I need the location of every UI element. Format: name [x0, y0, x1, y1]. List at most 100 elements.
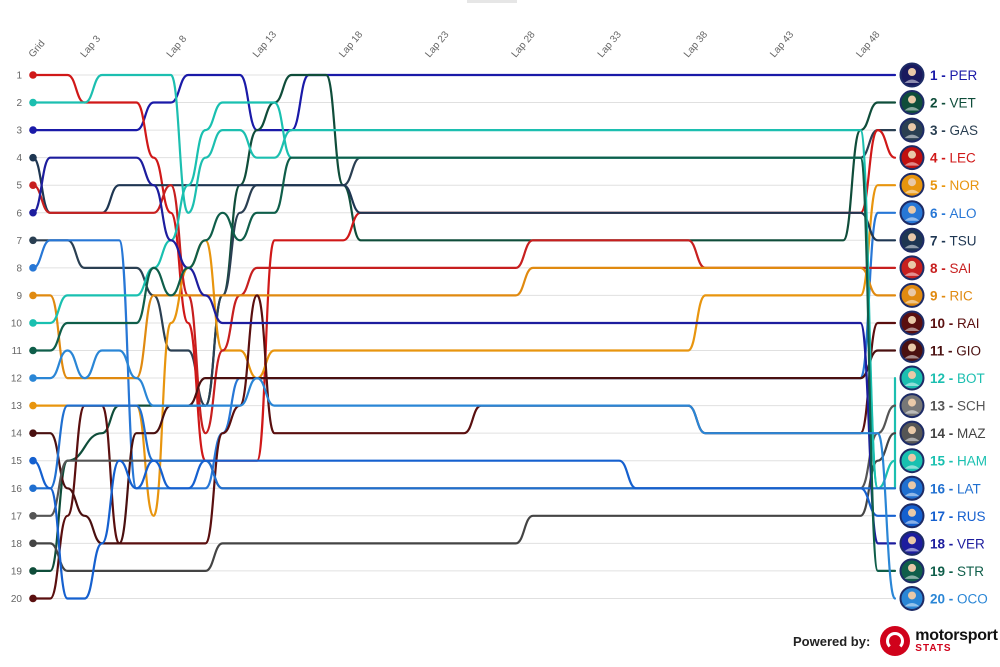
driver-label-maz: 14 - MAZ: [899, 420, 986, 446]
start-dot-bot: [29, 98, 37, 107]
grid-position-label-1: 1: [16, 71, 22, 82]
grid-position-label-8: 8: [16, 263, 22, 274]
series-line-ham: [31, 101, 897, 490]
driver-finish-position-maz: 14 -: [930, 426, 957, 441]
avatar-face-maz: [908, 426, 916, 435]
start-dot-str: [29, 346, 37, 355]
driver-label-text-maz: 14 - MAZ: [930, 426, 986, 441]
driver-label-oco: 20 - OCO: [899, 585, 988, 611]
driver-code-gio: GIO: [956, 344, 981, 359]
avatar-shoulders-alo: [904, 217, 920, 221]
lap-tick-lap-23: Lap 23: [423, 29, 451, 60]
avatar-shoulders-maz: [904, 437, 920, 442]
driver-label-text-lat: 16 - LAT: [930, 481, 981, 496]
driver-finish-position-nor: 5 -: [930, 178, 950, 193]
grid-position-label-19: 19: [11, 566, 23, 577]
avatar-shoulders-gas: [904, 134, 920, 139]
driver-code-ver: VER: [957, 536, 985, 551]
avatar-face-tsu: [908, 233, 916, 242]
start-dot-gas: [29, 236, 37, 245]
avatar-face-str: [908, 563, 916, 572]
driver-label-tsu: 7 - TSU: [899, 227, 977, 253]
avatar-face-oco: [908, 591, 916, 600]
driver-label-text-ham: 15 - HAM: [930, 454, 987, 469]
driver-finish-position-tsu: 7 -: [930, 233, 950, 248]
series-line-ver: [31, 156, 897, 545]
driver-label-nor: 5 - NOR: [899, 172, 980, 198]
driver-code-rai: RAI: [957, 316, 980, 331]
avatar-shoulders-oco: [904, 602, 920, 607]
logo-wordmark: motorsport: [915, 627, 998, 644]
driver-code-lat: LAT: [957, 481, 981, 496]
driver-finish-position-per: 1 -: [930, 68, 950, 83]
avatar-face-sch: [908, 398, 916, 407]
start-dot-sch: [29, 512, 37, 520]
avatar-face-lec: [908, 150, 916, 159]
driver-label-text-oco: 20 - OCO: [930, 591, 988, 606]
start-dot-oco: [29, 374, 37, 382]
driver-label-lec: 4 - LEC: [899, 145, 976, 171]
driver-code-str: STR: [957, 564, 984, 579]
avatar-face-alo: [908, 205, 916, 214]
driver-code-oco: OCO: [957, 591, 988, 606]
driver-label-per: 1 - PER: [899, 62, 978, 88]
grid-position-label-16: 16: [11, 484, 23, 495]
driver-label-text-lec: 4 - LEC: [930, 151, 976, 166]
grid-position-label-12: 12: [11, 374, 23, 385]
driver-label-rai: 10 - RAI: [899, 310, 980, 336]
driver-finish-position-lat: 16 -: [930, 481, 957, 496]
driver-label-sch: 13 - SCH: [899, 393, 986, 419]
series-line-lat: [31, 404, 897, 490]
driver-label-gas: 3 - GAS: [899, 117, 979, 143]
grid-position-label-7: 7: [16, 236, 22, 247]
driver-code-maz: MAZ: [957, 426, 986, 441]
grid-position-label-18: 18: [11, 539, 23, 550]
avatar-face-vet: [908, 95, 916, 104]
driver-label-text-rai: 10 - RAI: [930, 316, 980, 331]
motorsport-stats-logo[interactable]: motorsport STATS: [880, 626, 998, 656]
series-line-oco: [31, 349, 897, 600]
driver-label-text-alo: 6 - ALO: [930, 206, 977, 221]
avatar-face-ric: [908, 288, 916, 297]
driver-finish-position-sch: 13 -: [930, 399, 957, 414]
driver-label-sai: 8 - SAI: [899, 255, 972, 281]
driver-label-bot: 12 - BOT: [899, 365, 985, 391]
avatar-shoulders-bot: [904, 382, 920, 387]
driver-finish-position-alo: 6 -: [930, 206, 950, 221]
driver-code-tsu: TSU: [950, 233, 977, 248]
grid-position-label-5: 5: [16, 181, 22, 192]
driver-label-gio: 11 - GIO: [899, 338, 981, 363]
driver-label-ric: 9 - RIC: [899, 282, 974, 308]
lap-tick-lap-38: Lap 38: [682, 29, 710, 60]
driver-code-gas: GAS: [950, 123, 979, 138]
driver-label-text-rus: 17 - RUS: [930, 509, 986, 524]
start-dot-sai: [29, 181, 37, 189]
driver-label-text-ver: 18 - VER: [930, 536, 985, 551]
avatar-face-rai: [908, 315, 916, 324]
avatar-shoulders-vet: [904, 107, 920, 111]
avatar-face-bot: [908, 371, 916, 380]
driver-code-ric: RIC: [950, 288, 974, 303]
driver-label-text-bot: 12 - BOT: [930, 371, 985, 386]
start-dot-vet: [29, 567, 37, 575]
avatar-face-sai: [908, 260, 916, 269]
grid-position-label-17: 17: [11, 511, 23, 522]
series-line-vet: [31, 73, 897, 572]
grid-position-label-20: 20: [11, 594, 23, 605]
avatar-face-ver: [908, 536, 916, 545]
grid-position-label-15: 15: [11, 456, 23, 467]
avatar-shoulders-ham: [904, 465, 920, 469]
driver-label-lat: 16 - LAT: [899, 475, 981, 501]
series-line-sai: [31, 184, 897, 435]
series-line-gio: [31, 349, 897, 545]
driver-label-rus: 17 - RUS: [899, 503, 986, 529]
avatar-face-nor: [908, 178, 916, 187]
driver-code-sai: SAI: [950, 261, 972, 276]
series-line-ric: [31, 266, 897, 380]
driver-finish-position-ric: 9 -: [930, 288, 950, 303]
avatar-shoulders-ric: [904, 299, 920, 304]
driver-code-rus: RUS: [957, 509, 986, 524]
avatar-shoulders-sch: [904, 410, 920, 414]
avatar-shoulders-str: [904, 575, 920, 579]
